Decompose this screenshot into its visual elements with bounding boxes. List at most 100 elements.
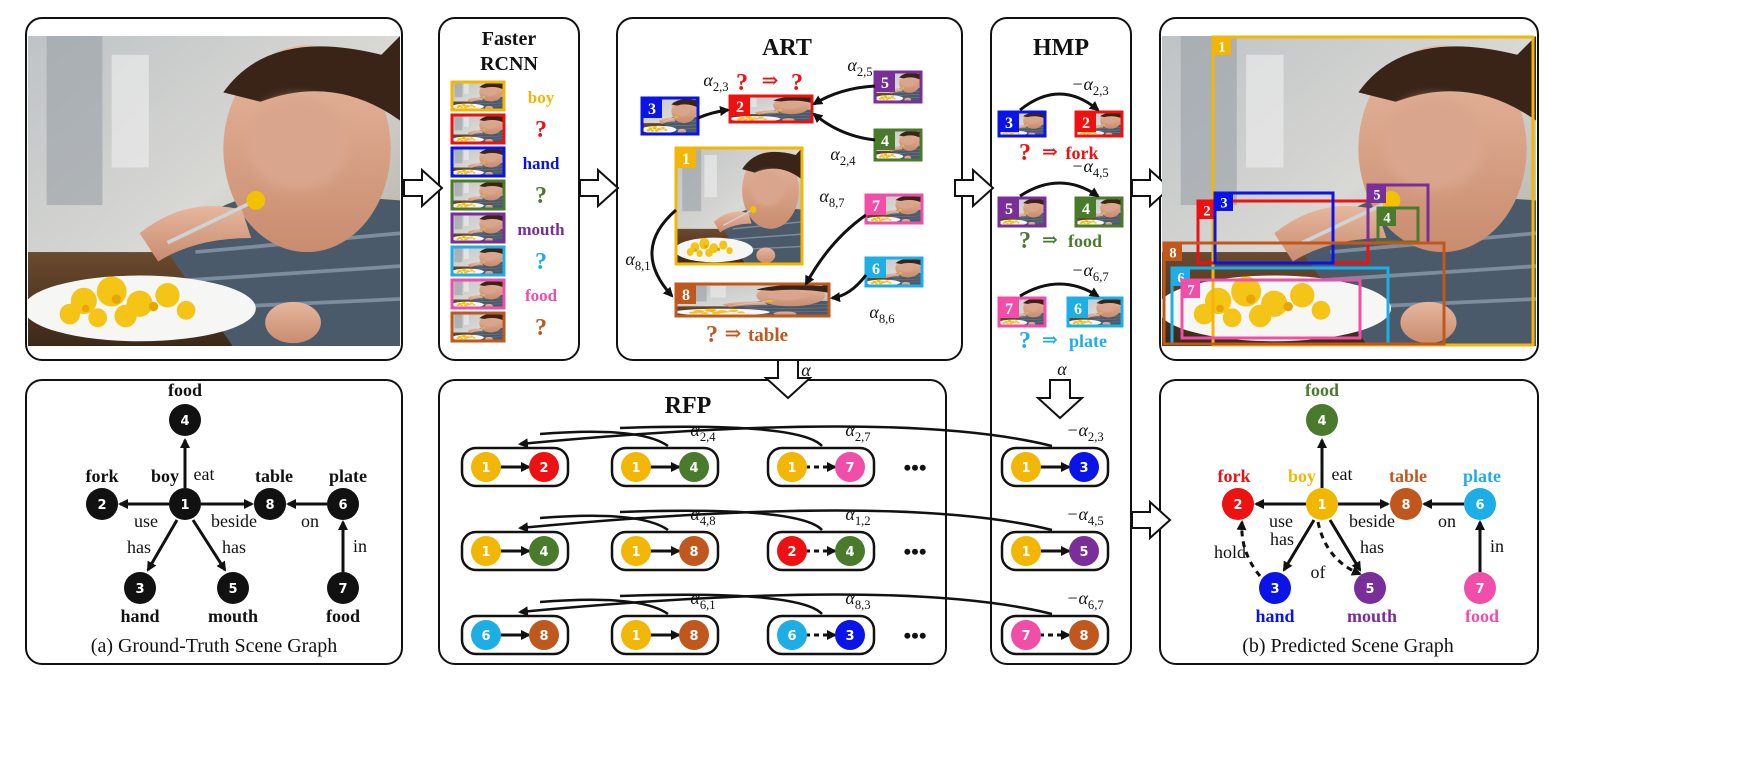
art-implies-arrow: ⇒: [762, 70, 779, 92]
pred-edge-has-hand: [1282, 519, 1316, 572]
gt-edge-has-hand: [146, 519, 179, 572]
node-number-3: 3: [1079, 461, 1088, 476]
node-number-5: 5: [1365, 582, 1374, 597]
pred-edge-label-hold: hold: [1214, 542, 1246, 562]
alpha-subscript: 2,3: [713, 80, 729, 94]
alpha-subscript: 2,3: [1093, 84, 1109, 98]
rcnn-label-7: food: [525, 286, 558, 305]
rfp-link-long: [518, 593, 1053, 617]
art-alpha-2-3: α2,3: [703, 70, 728, 94]
hmp-alpha-6-7: −α6,7: [1071, 260, 1108, 284]
box-badge-5: [1368, 185, 1386, 203]
box-badge-number-3: 3: [1220, 195, 1227, 211]
pred-node-6: [1464, 488, 1496, 520]
node-number-3: 3: [845, 629, 854, 644]
gt-label-fork: fork: [86, 466, 119, 486]
alpha-subscript: 2,4: [700, 430, 716, 444]
alpha-subscript: 8,1: [635, 259, 651, 273]
art-edge-7-8: [804, 213, 867, 286]
node-number-2: 2: [1233, 498, 1242, 513]
pred-label-table: table: [1389, 466, 1427, 486]
alpha-symbol: α: [845, 420, 855, 440]
box-badge-number-6: 6: [872, 261, 880, 278]
alpha-symbol: α: [1057, 359, 1067, 379]
pred-edge-label-on: on: [1438, 511, 1456, 531]
node-number-2: 2: [539, 461, 548, 476]
box-badge-4: [1378, 208, 1396, 226]
hmp-result-arrow-3: ⇒: [1042, 330, 1058, 351]
box-badge-3: [999, 112, 1019, 132]
rcnn-crop-8: [451, 313, 504, 341]
rcnn-label-4: ?: [535, 183, 547, 209]
node-number-1: 1: [481, 545, 490, 560]
flow-arrow-rcnn-to-art: [579, 167, 620, 209]
box-badge-6: [866, 258, 886, 278]
rfp-node-2: [777, 536, 807, 566]
gt-node-7: [327, 572, 359, 604]
alpha-symbol: −α: [1071, 156, 1093, 176]
gt-node-6: [327, 488, 359, 520]
hmp-alpha-4-5: −α4,5: [1071, 156, 1108, 180]
rfp-alpha: α1,2: [845, 504, 870, 528]
node-number-3: 3: [135, 582, 144, 597]
rcnn-crop-3: [451, 148, 504, 176]
rcnn-label-5: mouth: [517, 220, 565, 239]
gt-node-2: [86, 488, 118, 520]
box-badge-number-8: 8: [682, 287, 690, 304]
box-badge-number-8: 8: [1169, 245, 1176, 261]
detection-box-7: [1180, 278, 1362, 340]
art-edge-4-2: [812, 112, 876, 142]
node-number-1: 1: [631, 461, 640, 476]
art-box-8: [674, 284, 829, 316]
box-badge-number-5: 5: [1373, 187, 1380, 203]
box-badge-3: [1215, 193, 1233, 211]
gt-edge-label-in: in: [353, 536, 367, 556]
alpha-subscript: 4,8: [700, 514, 716, 528]
flow-arrow-input-to-rcnn: [403, 167, 444, 209]
rfp-alpha: α4,8: [690, 504, 715, 528]
box-badge-5: [999, 198, 1019, 218]
alpha-subscript: 4,5: [1088, 514, 1104, 528]
rfp-node-8: [1069, 620, 1099, 650]
box-badge-number-4: 4: [1383, 210, 1390, 226]
rcnn-label-8: ?: [535, 315, 547, 341]
rfp-link-short: [539, 598, 669, 616]
hmp-edge-7-6: [1019, 282, 1100, 298]
node-number-6: 6: [481, 629, 490, 644]
rfp-node-6: [471, 620, 501, 650]
rcnn-label-6: ?: [535, 249, 547, 275]
hmp-result-q-3: ?: [1019, 328, 1031, 354]
rcnn-crop-1: [451, 82, 504, 110]
alpha-symbol: α: [801, 360, 811, 380]
hmp-result-label-2: food: [1068, 231, 1102, 251]
rfp-node-8: [679, 536, 709, 566]
hmp-result-arrow-2: ⇒: [1042, 230, 1058, 251]
pred-node-3: [1259, 572, 1291, 604]
rfp-alpha: α6,1: [690, 588, 715, 612]
box-badge-number-6: 6: [1074, 301, 1082, 318]
rcnn-crop-4: [451, 181, 504, 209]
rcnn-crop-5: [451, 214, 504, 242]
crop-frame: [450, 146, 506, 178]
hmp-alpha-2-3: −α2,3: [1071, 74, 1108, 98]
rcnn-label-1: boy: [528, 88, 555, 107]
box-badge-number-4: 4: [1082, 201, 1090, 218]
rfp-node-1: [471, 536, 501, 566]
box-badge-5: [875, 72, 895, 92]
rfp-link-long: [518, 425, 1053, 449]
art-alpha-8-7: α8,7: [819, 186, 844, 210]
art-result-label: table: [748, 325, 788, 346]
box-badge-1: [676, 148, 696, 168]
art-edge-5-2: [812, 84, 876, 106]
box-badge-number-5: 5: [881, 75, 889, 92]
pred-edge-hold: [1236, 520, 1262, 577]
node-number-6: 6: [787, 629, 796, 644]
alpha-symbol: −α: [1071, 260, 1093, 280]
flow-arrow-hmp-down: [1035, 379, 1085, 420]
art-alpha-8-6: α8,6: [869, 302, 894, 326]
box-badge-number-7: 7: [1187, 282, 1194, 298]
alpha-symbol: α: [845, 504, 855, 524]
rcnn-crop-2: [451, 115, 504, 143]
rfp-ellipsis: •••: [903, 455, 926, 480]
gt-label-boy: boy: [151, 466, 179, 486]
